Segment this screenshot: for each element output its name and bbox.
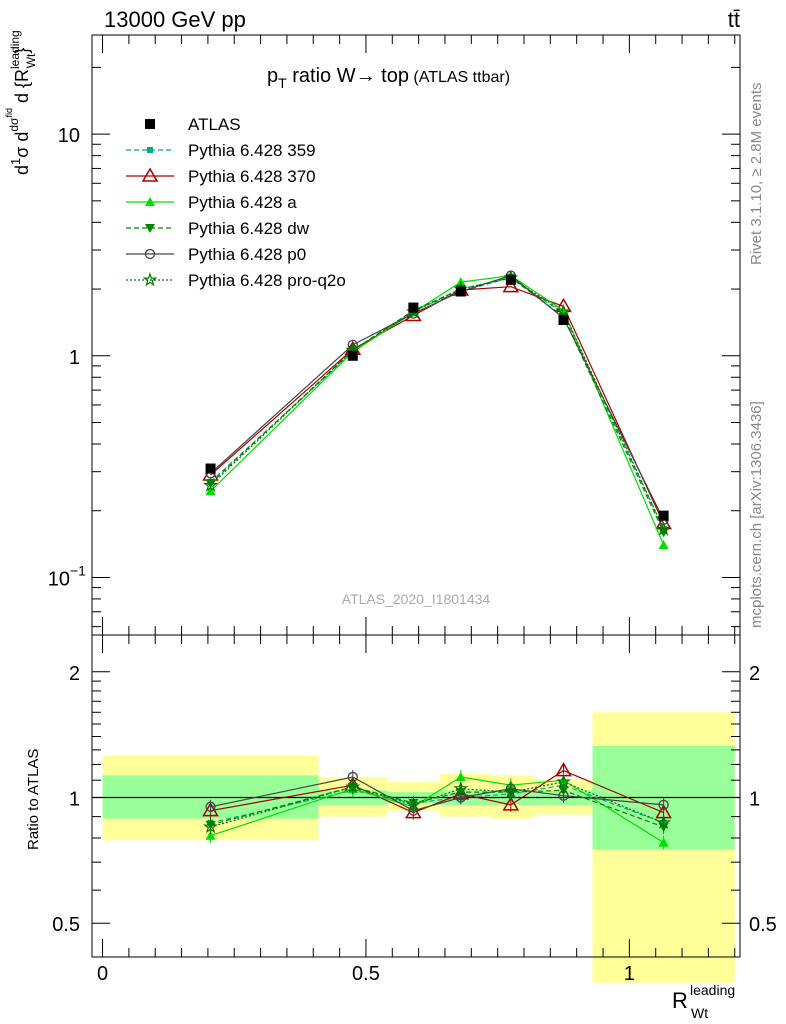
legend-marker bbox=[147, 147, 153, 153]
ratio-y-tick-label-right: 2 bbox=[749, 663, 760, 685]
data-point bbox=[347, 339, 358, 351]
ratio-point bbox=[405, 797, 421, 812]
legend-entry: Pythia 6.428 370 bbox=[126, 167, 316, 186]
legend: ATLAS Pythia 6.428 359 Pythia 6.428 370 Pyt… bbox=[126, 115, 346, 290]
ratio-point bbox=[658, 837, 669, 847]
data-point bbox=[205, 486, 216, 496]
y-tick-label: 1 bbox=[69, 347, 80, 369]
legend-label: Pythia 6.428 359 bbox=[188, 141, 316, 160]
data-point bbox=[205, 463, 216, 474]
data-point bbox=[347, 350, 358, 361]
mcplots-label: mcplots.cern.ch [arXiv:1306.3436] bbox=[748, 401, 765, 628]
legend-label: ATLAS bbox=[188, 115, 241, 134]
legend-label: Pythia 6.428 dw bbox=[188, 219, 310, 238]
svg-text:Wt: Wt bbox=[691, 1005, 708, 1021]
series-line bbox=[210, 277, 665, 530]
process-label: tt̄ bbox=[728, 7, 740, 32]
rivet-label: Rivet 3.1.10, ≥ 2.8M events bbox=[748, 83, 765, 266]
ratio-point bbox=[658, 799, 669, 811]
y-tick-label: 10 bbox=[58, 125, 80, 147]
legend-entry: Pythia 6.428 359 bbox=[126, 141, 316, 160]
ratio-y-label: Ratio to ATLAS bbox=[25, 749, 42, 850]
y-tick-label-exponent: −1 bbox=[70, 562, 86, 578]
ratio-point bbox=[205, 830, 216, 840]
ratio-y-tick-label: 2 bbox=[69, 663, 80, 685]
series-pythia-6-428-p0 bbox=[205, 270, 669, 525]
data-point bbox=[658, 510, 669, 521]
series-line bbox=[210, 274, 665, 521]
series-line bbox=[210, 286, 665, 524]
series-line bbox=[210, 274, 665, 546]
series-line bbox=[210, 277, 665, 530]
ratio-point bbox=[345, 779, 361, 794]
series-pythia-6-428-370 bbox=[202, 278, 672, 530]
analysis-label: ATLAS_2020_I1801434 bbox=[342, 591, 491, 607]
ratio-frame bbox=[91, 634, 741, 958]
series-atlas bbox=[205, 274, 669, 521]
data-point bbox=[658, 540, 669, 550]
legend-entry: Pythia 6.428 a bbox=[126, 193, 297, 212]
x-tick-label: 0 bbox=[97, 963, 108, 985]
legend-label: Pythia 6.428 370 bbox=[188, 167, 316, 186]
ratio-point bbox=[453, 780, 469, 795]
energy-label: 13000 GeV pp bbox=[104, 7, 246, 32]
ratio-point bbox=[656, 814, 672, 830]
ratio-point bbox=[558, 790, 569, 801]
legend-marker bbox=[145, 224, 155, 233]
ratio-point bbox=[203, 819, 218, 834]
plot-title: pT ratio W→ top (ATLAS ttbar) bbox=[267, 65, 510, 91]
legend-marker bbox=[145, 197, 155, 206]
series-pythia-6-428-a bbox=[205, 270, 669, 550]
x-axis-label: R leading Wt bbox=[672, 982, 735, 1021]
legend-entry: Pythia 6.428 pro-q2o bbox=[126, 271, 346, 290]
ratio-y-tick-label-right: 1 bbox=[749, 789, 760, 811]
x-tick-label: 1 bbox=[624, 963, 635, 985]
data-point bbox=[455, 286, 466, 297]
data-point bbox=[203, 477, 218, 492]
svg-text:R: R bbox=[672, 988, 688, 1013]
data-point bbox=[656, 521, 672, 536]
legend-label: Pythia 6.428 p0 bbox=[188, 245, 306, 264]
ratio-y-tick-label: 1 bbox=[69, 789, 80, 811]
data-point bbox=[502, 278, 520, 293]
legend-label: Pythia 6.428 pro-q2o bbox=[188, 271, 346, 290]
legend-entry: ATLAS bbox=[145, 115, 241, 134]
y-tick-label: 10 bbox=[48, 568, 70, 590]
series-pythia-6-428-pro-q2o bbox=[203, 269, 672, 536]
data-point bbox=[505, 274, 516, 285]
series-pythia-6-428-dw bbox=[205, 273, 669, 538]
legend-marker bbox=[144, 248, 156, 260]
x-tick-label: 0.5 bbox=[352, 963, 380, 985]
series-line bbox=[210, 277, 665, 533]
ratio-y-tick-label-right: 0.5 bbox=[749, 914, 777, 936]
legend-marker bbox=[141, 167, 159, 182]
ratio-point bbox=[502, 796, 520, 811]
data-point bbox=[558, 315, 569, 326]
legend-entry: Pythia 6.428 dw bbox=[126, 219, 310, 238]
ratio-panel: 0.5 0.5 1 1 2 2 0 0.5 1 bbox=[52, 634, 777, 985]
legend-marker bbox=[142, 272, 158, 287]
ratio-point bbox=[503, 784, 519, 799]
ratio-point bbox=[455, 771, 466, 781]
svg-text:leading: leading bbox=[690, 982, 735, 998]
legend-marker bbox=[145, 119, 155, 129]
data-point bbox=[556, 303, 571, 319]
main-y-label: d1σ ddσfid d {Rleading Wt} bbox=[4, 30, 38, 175]
ratio-series-pythia-6-428-pro-q2o bbox=[203, 774, 672, 834]
ratio-point bbox=[556, 774, 571, 789]
data-point bbox=[205, 479, 216, 489]
series-pythia-6-428-359 bbox=[207, 274, 667, 533]
ratio-y-tick-label: 0.5 bbox=[52, 914, 80, 936]
ratio-point bbox=[205, 801, 216, 812]
legend-entry: Pythia 6.428 p0 bbox=[126, 245, 306, 264]
data-point bbox=[408, 302, 419, 313]
legend-label: Pythia 6.428 a bbox=[188, 193, 297, 212]
